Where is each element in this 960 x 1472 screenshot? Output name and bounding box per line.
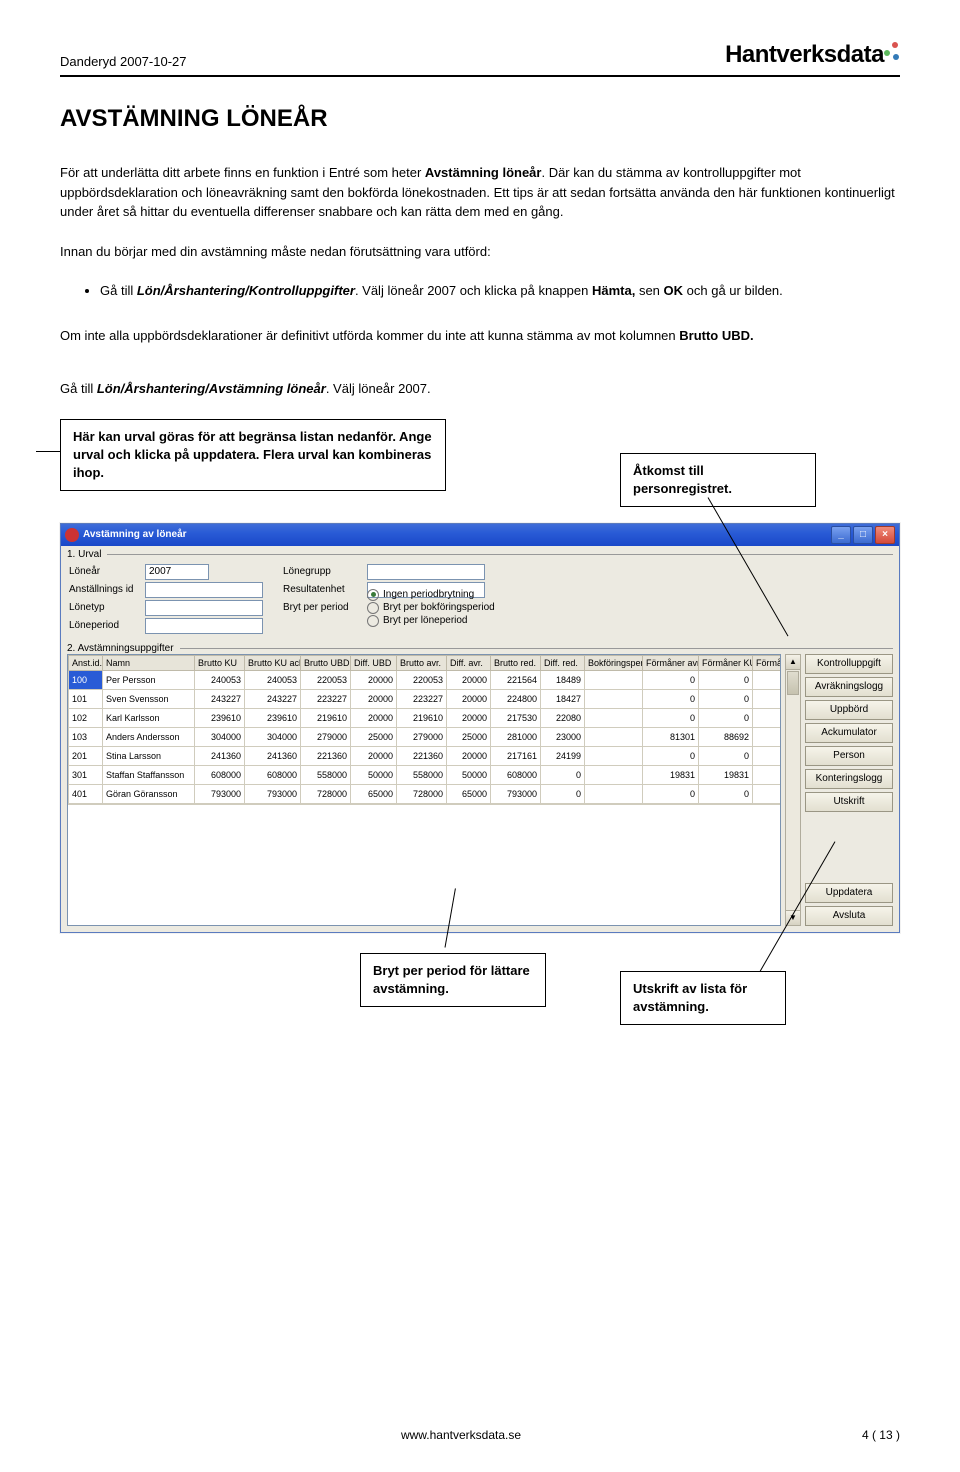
label-lonetyp: Lönetyp (69, 602, 141, 613)
side-button[interactable]: Utskrift (805, 792, 893, 812)
input-anst[interactable] (145, 582, 263, 598)
screenshot-window: Avstämning av löneår _ □ × 1. Urval Löne… (60, 523, 900, 933)
callout-person: Åtkomst till personregistret. (620, 453, 816, 507)
label-lonear: Löneår (69, 566, 141, 577)
label-lonegrupp: Lönegrupp (283, 566, 363, 577)
scrollbar[interactable]: ▲ ▼ (785, 654, 801, 926)
side-button[interactable]: Uppbörd (805, 700, 893, 720)
radio-bokf[interactable] (367, 602, 379, 614)
input-lonegrupp[interactable] (367, 564, 485, 580)
minimize-button[interactable]: _ (831, 526, 851, 544)
column-header[interactable]: Namn (103, 655, 195, 670)
window-titlebar[interactable]: Avstämning av löneår _ □ × (61, 524, 899, 546)
side-button[interactable]: Kontrolluppgift (805, 654, 893, 674)
table-row[interactable]: 101Sven Svensson243227243227223227200002… (69, 689, 782, 708)
input-loneperiod[interactable] (145, 618, 263, 634)
action-button[interactable]: Uppdatera (805, 883, 893, 903)
table-row[interactable]: 102Karl Karlsson239610239610219610200002… (69, 708, 782, 727)
paragraph-4: Gå till Lön/Årshantering/Avstämning löne… (60, 379, 900, 399)
table-row[interactable]: 401Göran Göransson7930007930007280006500… (69, 784, 782, 803)
column-header[interactable]: Bokföringsperi (585, 655, 643, 670)
column-header[interactable]: Förmåner UBD (753, 655, 782, 670)
action-button[interactable]: Avsluta (805, 906, 893, 926)
column-header[interactable]: Brutto red. (491, 655, 541, 670)
callout-urval: Här kan urval göras för att begränsa lis… (60, 419, 446, 492)
radio-loneperiod-label: Bryt per löneperiod (383, 615, 468, 626)
brand-logo: Hantverksdata (725, 40, 900, 69)
callout-utskrift: Utskrift av lista för avstämning. (620, 971, 786, 1025)
column-header[interactable]: Brutto UBD (301, 655, 351, 670)
column-header[interactable]: Brutto KU ack. (245, 655, 301, 670)
side-button[interactable]: Avräkningslogg (805, 677, 893, 697)
paragraph-1: För att underlätta ditt arbete finns en … (60, 163, 900, 222)
section-urval-label: 1. Urval (67, 549, 101, 560)
scroll-thumb[interactable] (787, 671, 799, 695)
side-button[interactable]: Person (805, 746, 893, 766)
radio-ingen[interactable] (367, 589, 379, 601)
paragraph-3: Om inte alla uppbördsdeklarationer är de… (60, 326, 900, 346)
radio-bokf-label: Bryt per bokföringsperiod (383, 602, 495, 613)
side-button[interactable]: Konteringslogg (805, 769, 893, 789)
grid-empty-area (68, 804, 780, 925)
column-header[interactable]: Diff. UBD (351, 655, 397, 670)
side-button[interactable]: Ackumulator (805, 723, 893, 743)
table-row[interactable]: 201Stina Larsson241360241360221360200002… (69, 746, 782, 765)
column-header[interactable]: Diff. avr. (447, 655, 491, 670)
doc-date: Danderyd 2007-10-27 (60, 54, 186, 69)
input-lonetyp[interactable] (145, 600, 263, 616)
label-anst: Anställnings id (69, 584, 141, 595)
column-header[interactable]: Förmåner KU (699, 655, 753, 670)
header-rule (60, 75, 900, 77)
window-title: Avstämning av löneår (83, 529, 187, 540)
table-row[interactable]: 301Staffan Staffansson608000608000558000… (69, 765, 782, 784)
close-button[interactable]: × (875, 526, 895, 544)
input-lonear[interactable]: 2007 (145, 564, 209, 580)
data-grid[interactable]: Anst.id.NamnBrutto KUBrutto KU ack.Brutt… (67, 654, 781, 926)
column-header[interactable]: Förmåner avr. (643, 655, 699, 670)
footer-url: www.hantverksdata.se (401, 1428, 521, 1442)
column-header[interactable]: Diff. red. (541, 655, 585, 670)
column-header[interactable]: Brutto KU (195, 655, 245, 670)
paragraph-2: Innan du börjar med din avstämning måste… (60, 242, 900, 262)
radio-loneperiod[interactable] (367, 615, 379, 627)
label-resultatenhet: Resultatenhet (283, 584, 363, 595)
table-row[interactable]: 100Per Persson24005324005322005320000220… (69, 670, 782, 689)
maximize-button[interactable]: □ (853, 526, 873, 544)
label-bryt: Bryt per period (283, 602, 363, 613)
bullet-1: Gå till Lön/Årshantering/Kontrolluppgift… (100, 281, 900, 302)
footer-page: 4 ( 13 ) (862, 1428, 900, 1442)
scroll-up-button[interactable]: ▲ (786, 655, 800, 670)
label-loneperiod: Löneperiod (69, 620, 141, 631)
section-avst-label: 2. Avstämningsuppgifter (67, 643, 174, 654)
page-title: AVSTÄMNING LÖNEÅR (60, 105, 900, 133)
leader-line (36, 451, 60, 452)
callout-bryt: Bryt per period för lättare avstämning. (360, 953, 546, 1007)
radio-ingen-label: Ingen periodbrytning (383, 589, 474, 600)
column-header[interactable]: Anst.id. (69, 655, 103, 670)
column-header[interactable]: Brutto avr. (397, 655, 447, 670)
table-row[interactable]: 103Anders Andersson304000304000279000250… (69, 727, 782, 746)
app-icon (65, 528, 79, 542)
